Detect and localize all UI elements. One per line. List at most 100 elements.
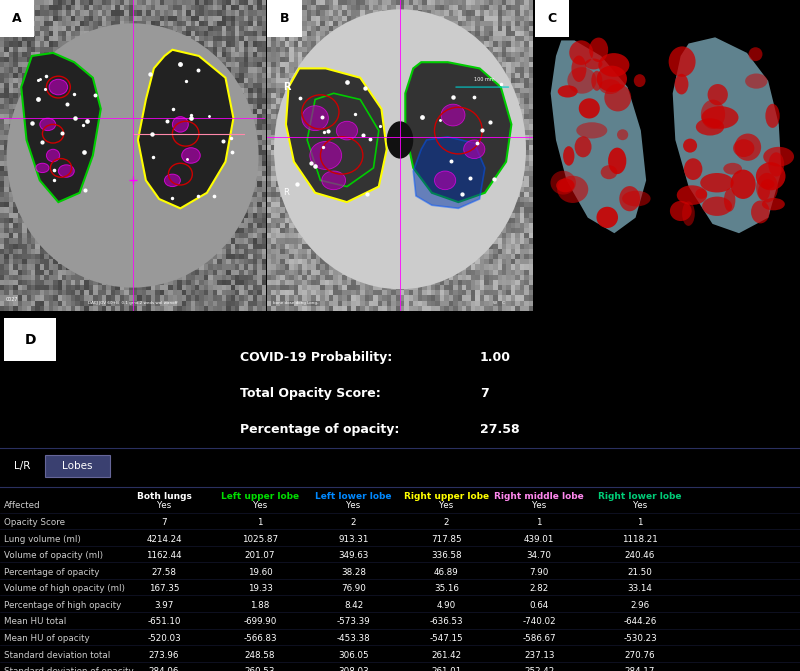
Ellipse shape <box>756 162 786 191</box>
Ellipse shape <box>723 163 742 174</box>
Text: 1.88: 1.88 <box>250 601 270 610</box>
Text: 0.64: 0.64 <box>530 601 549 610</box>
Text: 19.60: 19.60 <box>248 568 272 576</box>
Ellipse shape <box>730 170 756 199</box>
Ellipse shape <box>758 183 770 200</box>
Text: 261.42: 261.42 <box>431 650 462 660</box>
Ellipse shape <box>749 47 762 61</box>
Text: L/R: L/R <box>14 461 30 471</box>
Ellipse shape <box>763 147 794 166</box>
Text: Percentage of high opacity: Percentage of high opacity <box>4 601 122 610</box>
Ellipse shape <box>556 178 574 193</box>
Text: 717.85: 717.85 <box>431 535 462 544</box>
Text: bone dose dong Long-: bone dose dong Long- <box>273 301 318 305</box>
Polygon shape <box>414 137 485 208</box>
Text: -699.90: -699.90 <box>243 617 277 627</box>
Ellipse shape <box>598 53 630 76</box>
Text: -530.23: -530.23 <box>623 634 657 643</box>
Text: 2: 2 <box>444 518 449 527</box>
Text: Left upper lobe: Left upper lobe <box>221 492 299 501</box>
Text: 349.63: 349.63 <box>338 551 369 560</box>
Ellipse shape <box>761 179 774 189</box>
Ellipse shape <box>696 118 724 136</box>
Ellipse shape <box>617 130 628 140</box>
Ellipse shape <box>768 152 784 176</box>
Text: 240.46: 240.46 <box>625 551 655 560</box>
Ellipse shape <box>567 67 597 94</box>
Text: 284.06: 284.06 <box>149 667 179 671</box>
Text: Yes: Yes <box>346 501 361 511</box>
Text: 76.90: 76.90 <box>341 584 366 593</box>
Text: 248.58: 248.58 <box>245 650 275 660</box>
Ellipse shape <box>619 186 640 211</box>
Ellipse shape <box>464 140 485 158</box>
Text: Yes: Yes <box>253 501 267 511</box>
Text: 46.89: 46.89 <box>434 568 458 576</box>
Text: Right lower lobe: Right lower lobe <box>598 492 682 501</box>
Text: Yes: Yes <box>633 501 647 511</box>
Text: 4214.24: 4214.24 <box>146 535 182 544</box>
Polygon shape <box>550 40 646 234</box>
Ellipse shape <box>585 58 602 69</box>
Text: 1: 1 <box>258 518 262 527</box>
Text: -636.53: -636.53 <box>430 617 463 627</box>
Ellipse shape <box>702 106 738 129</box>
Text: 0027: 0027 <box>6 297 18 302</box>
Text: -586.67: -586.67 <box>522 634 556 643</box>
Text: C: C <box>547 12 557 25</box>
Ellipse shape <box>558 176 588 203</box>
Text: 3.97: 3.97 <box>154 601 174 610</box>
Ellipse shape <box>751 201 770 223</box>
Text: 273.96: 273.96 <box>149 650 179 660</box>
Text: Standard deviation total: Standard deviation total <box>4 650 110 660</box>
Ellipse shape <box>310 142 342 170</box>
Text: 913.31: 913.31 <box>338 535 369 544</box>
Ellipse shape <box>274 9 526 289</box>
Text: Volume of opacity (ml): Volume of opacity (ml) <box>4 551 103 560</box>
Text: -651.10: -651.10 <box>147 617 181 627</box>
Ellipse shape <box>563 146 574 166</box>
Text: -520.03: -520.03 <box>147 634 181 643</box>
Text: 1: 1 <box>638 518 642 527</box>
Text: Yes: Yes <box>439 501 454 511</box>
Text: 4.90: 4.90 <box>437 601 456 610</box>
Text: 439.01: 439.01 <box>524 535 554 544</box>
Text: 19.33: 19.33 <box>247 584 273 593</box>
Text: Standard deviation of opacity: Standard deviation of opacity <box>4 667 134 671</box>
Ellipse shape <box>733 139 754 157</box>
Bar <box>4 318 56 362</box>
Text: 34.70: 34.70 <box>526 551 552 560</box>
Ellipse shape <box>756 173 778 203</box>
Text: DACJ JOV 60+B  0.1 gmo,2 weds wol wanoff: DACJ JOV 60+B 0.1 gmo,2 weds wol wanoff <box>88 301 178 305</box>
Ellipse shape <box>601 165 618 179</box>
Ellipse shape <box>576 122 607 138</box>
Text: Lobes: Lobes <box>62 461 93 471</box>
Ellipse shape <box>683 139 697 152</box>
Text: 21.50: 21.50 <box>627 568 653 576</box>
Polygon shape <box>138 50 234 208</box>
Ellipse shape <box>597 207 618 228</box>
Text: D: D <box>25 333 36 347</box>
Ellipse shape <box>40 118 56 131</box>
Text: Mean HU of opacity: Mean HU of opacity <box>4 634 90 643</box>
Ellipse shape <box>591 70 602 91</box>
Text: 100 mm: 100 mm <box>474 77 495 82</box>
Text: Percentage of opacity: Percentage of opacity <box>4 568 99 576</box>
Text: 35.16: 35.16 <box>434 584 459 593</box>
Text: 1162.44: 1162.44 <box>146 551 182 560</box>
Text: R: R <box>283 189 289 197</box>
Text: R: R <box>283 82 290 92</box>
Text: Right upper lobe: Right upper lobe <box>404 492 489 501</box>
Text: -573.39: -573.39 <box>337 617 370 627</box>
Text: COVID-19 Probability:: COVID-19 Probability: <box>240 351 392 364</box>
Ellipse shape <box>599 79 621 94</box>
Ellipse shape <box>571 56 586 82</box>
Ellipse shape <box>762 198 785 210</box>
Ellipse shape <box>550 170 576 195</box>
Ellipse shape <box>597 66 627 92</box>
Ellipse shape <box>165 174 180 187</box>
Text: 308.03: 308.03 <box>338 667 369 671</box>
Polygon shape <box>307 93 378 187</box>
Text: Volume of high opacity (ml): Volume of high opacity (ml) <box>4 584 125 593</box>
Text: 237.13: 237.13 <box>524 650 554 660</box>
